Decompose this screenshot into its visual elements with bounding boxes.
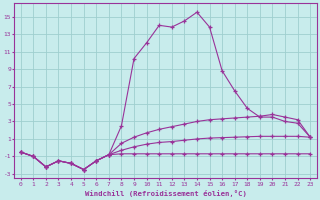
X-axis label: Windchill (Refroidissement éolien,°C): Windchill (Refroidissement éolien,°C) (84, 190, 246, 197)
